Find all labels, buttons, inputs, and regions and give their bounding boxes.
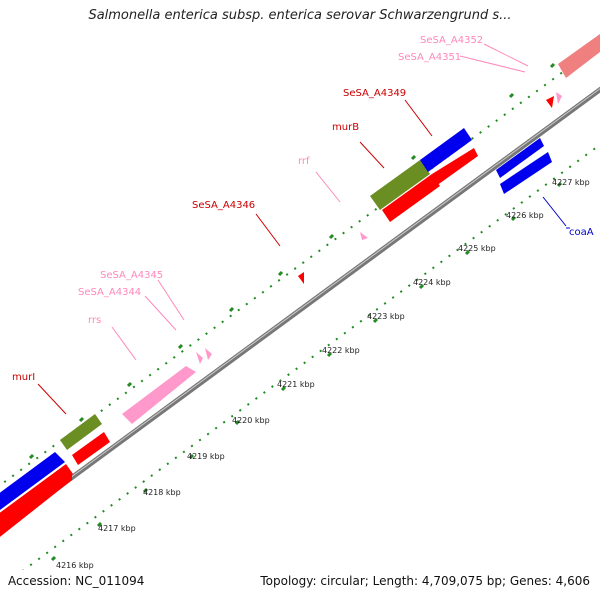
olive-cds-feature[interactable]: [370, 160, 430, 210]
outer-major-ticks: [28, 62, 556, 460]
tick-label: 4217 kbp: [98, 524, 136, 533]
backbone-line: [0, 86, 600, 534]
gene-label-sesa-a4351[interactable]: SeSA_A4351: [398, 52, 461, 63]
outer-dotted-track: [0, 43, 600, 487]
map-title: Salmonella enterica subsp. enterica sero…: [88, 8, 512, 23]
tick-label: 4226 kbp: [506, 211, 544, 220]
gene-label-muri[interactable]: murI: [12, 372, 35, 383]
red-small-feature[interactable]: [546, 96, 554, 108]
inner-dotted-track: [22, 143, 600, 570]
gene-label-sesa-a4346[interactable]: SeSA_A4346: [192, 200, 255, 211]
gene-label-rrf[interactable]: rrf: [298, 156, 310, 167]
rrf-rna-feature[interactable]: [360, 232, 368, 240]
gene-label-murb[interactable]: murB: [332, 122, 359, 133]
trna-feature[interactable]: [556, 92, 562, 104]
olive-cds-feature[interactable]: [60, 414, 102, 450]
gene-features[interactable]: [0, 34, 600, 540]
tick-label: 4223 kbp: [367, 312, 405, 321]
inner-major-ticks: [50, 181, 563, 562]
red-cds-feature[interactable]: [0, 474, 72, 540]
tick-label: 4222 kbp: [322, 346, 360, 355]
red-cds-feature[interactable]: [432, 148, 478, 186]
tick-label: 4218 kbp: [143, 488, 181, 497]
red-cds-feature[interactable]: [0, 464, 73, 530]
salmon-cds-feature[interactable]: [0, 575, 7, 589]
red-cds-feature[interactable]: [72, 432, 110, 465]
tick-label: 4221 kbp: [277, 380, 315, 389]
backbone-highlight: [0, 88, 600, 530]
gene-label-group: murI rrs SeSA_A4344 SeSA_A4345 SeSA_A434…: [12, 35, 594, 383]
blue-cds-feature[interactable]: [420, 128, 472, 172]
tick-label: 4216 kbp: [56, 561, 94, 570]
tick-label: 4220 kbp: [232, 416, 270, 425]
blue-cds-feature[interactable]: [0, 452, 65, 510]
gene-label-sesa-a4344[interactable]: SeSA_A4344: [78, 287, 141, 298]
tick-label: 4219 kbp: [187, 452, 225, 461]
blue-cds-feature[interactable]: [500, 152, 552, 194]
tick-label: 4227 kbp: [552, 178, 590, 187]
salmon-cds-feature[interactable]: [558, 34, 600, 78]
gene-label-sesa-a4345[interactable]: SeSA_A4345: [100, 270, 163, 281]
gene-label-rrs[interactable]: rrs: [88, 315, 101, 326]
gene-label-coaa[interactable]: coaA: [569, 227, 594, 238]
red-cds-feature[interactable]: [382, 174, 440, 222]
gene-label-sesa-a4352[interactable]: SeSA_A4352: [420, 35, 483, 46]
tick-label-group: 4216 kbp 4217 kbp 4218 kbp 4219 kbp 4220…: [56, 178, 590, 570]
rrs-rna-feature[interactable]: [122, 366, 196, 424]
blue-cds-feature[interactable]: [496, 138, 544, 178]
tick-label: 4224 kbp: [413, 278, 451, 287]
gene-label-sesa-a4349[interactable]: SeSA_A4349: [343, 88, 406, 99]
accession-label: Accession: NC_011094: [8, 574, 145, 588]
label-pointers: [37, 43, 570, 415]
trna-feature[interactable]: [205, 348, 212, 360]
tick-label: 4225 kbp: [458, 244, 496, 253]
trna-feature[interactable]: [196, 352, 203, 364]
red-small-feature[interactable]: [298, 272, 304, 284]
topology-label: Topology: circular; Length: 4,709,075 bp…: [260, 574, 590, 588]
